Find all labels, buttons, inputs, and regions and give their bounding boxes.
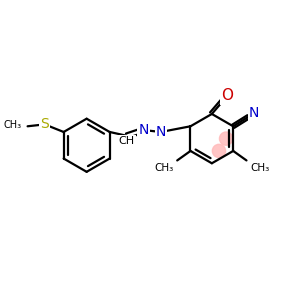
Text: O: O — [221, 88, 233, 104]
Circle shape — [219, 132, 233, 145]
Text: S: S — [40, 117, 49, 131]
Text: CH₃: CH₃ — [154, 163, 173, 173]
Text: CH₃: CH₃ — [4, 120, 22, 130]
Text: N: N — [249, 106, 259, 120]
Text: CH₃: CH₃ — [250, 163, 269, 173]
Text: CH: CH — [118, 136, 135, 146]
Text: N: N — [156, 125, 166, 139]
Text: N: N — [139, 123, 149, 137]
Circle shape — [212, 144, 226, 158]
